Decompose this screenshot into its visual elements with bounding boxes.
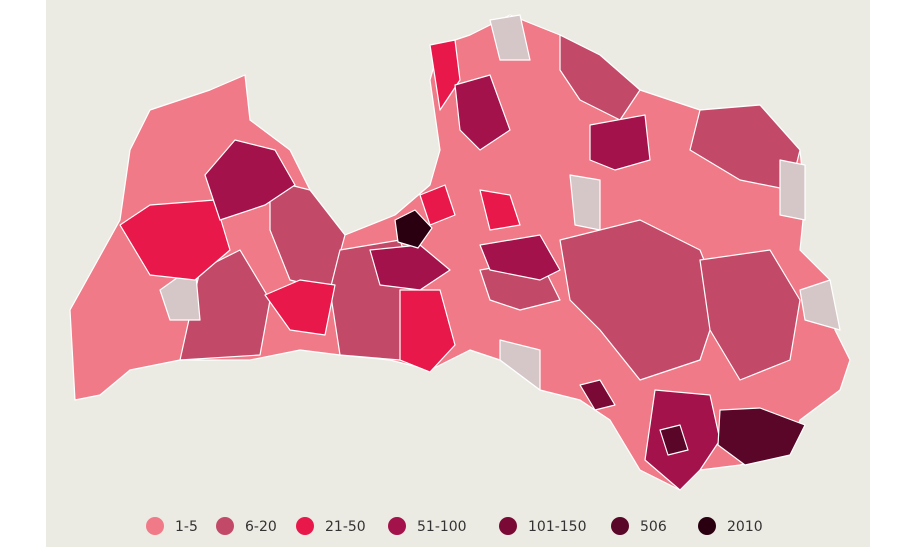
region [264, 279, 336, 336]
region [559, 219, 721, 381]
region-no-data [799, 279, 841, 331]
legend-swatch [146, 517, 164, 535]
region [579, 379, 616, 411]
region [419, 184, 456, 226]
region [589, 114, 651, 171]
legend-label: 101-150 [528, 519, 587, 535]
region [204, 139, 296, 221]
region [479, 234, 561, 281]
map [69, 14, 851, 491]
legend-label: 21-50 [325, 519, 366, 535]
region [399, 289, 456, 373]
region-no-data [499, 339, 541, 391]
region [699, 249, 801, 381]
legend-swatch [698, 517, 716, 535]
legend-label: 6-20 [245, 519, 277, 535]
region [429, 39, 461, 111]
legend-label: 506 [640, 519, 667, 535]
legend-label: 1-5 [175, 519, 198, 535]
legend-swatch [296, 517, 314, 535]
legend-label: 2010 [727, 519, 763, 535]
region-no-data [779, 159, 806, 221]
region [717, 407, 806, 466]
region [479, 189, 521, 231]
legend: 1-5 6-20 21-50 51-100 101-150 506 2010 [146, 517, 763, 535]
legend-swatch [216, 517, 234, 535]
legend-swatch [388, 517, 406, 535]
region [659, 424, 689, 456]
region [119, 199, 231, 281]
legend-swatch [499, 517, 517, 535]
region [454, 74, 511, 151]
region-no-data [569, 174, 601, 231]
region-no-data [489, 14, 531, 61]
region [394, 209, 433, 249]
legend-label: 51-100 [417, 519, 467, 535]
legend-swatch [611, 517, 629, 535]
